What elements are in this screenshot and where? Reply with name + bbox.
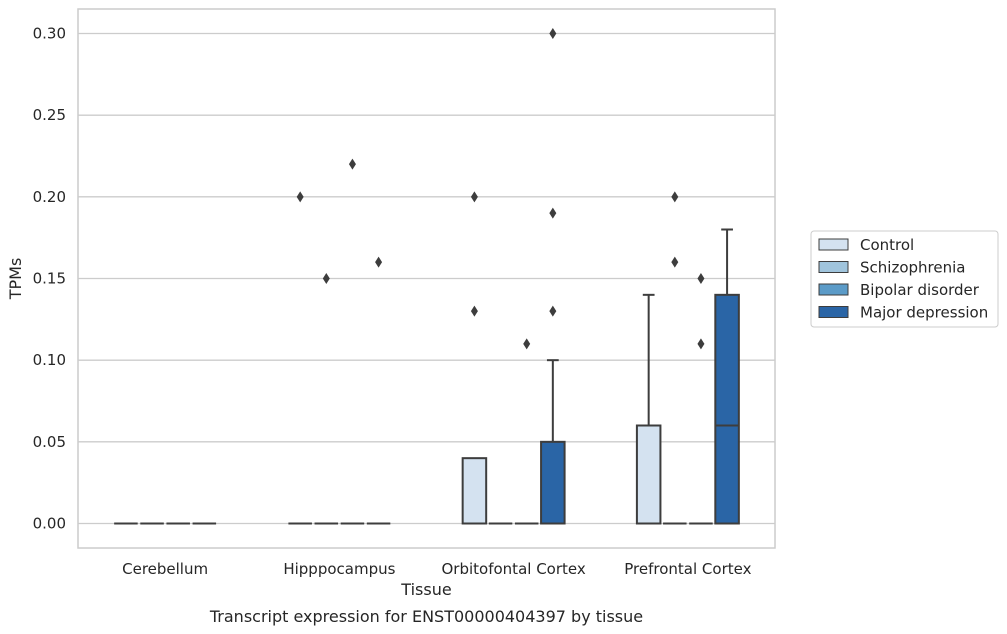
x-tick-label: Cerebellum	[122, 560, 208, 578]
legend-label: Control	[860, 236, 914, 254]
box-body	[635, 424, 662, 525]
legend-label: Bipolar disorder	[860, 281, 980, 299]
box-1-3	[663, 191, 687, 525]
x-axis-title: Tissue	[400, 580, 451, 599]
legend-frame	[810, 230, 999, 328]
box-2-2	[514, 338, 539, 525]
box-body	[540, 440, 566, 525]
legend-swatch	[818, 261, 849, 273]
boxes	[114, 28, 740, 525]
legend: Control Schizophrenia Bipolar disorder Majo…	[810, 230, 999, 328]
outlier-marker	[348, 158, 356, 170]
box-0-3	[635, 293, 662, 525]
outlier-marker	[549, 207, 557, 219]
x-tick-label: Hipppocampus	[283, 560, 395, 578]
outlier-marker	[549, 28, 557, 39]
y-tick-label: 0.25	[33, 106, 66, 124]
grid-lines	[78, 32, 775, 525]
outlier-marker	[322, 273, 330, 284]
legend-swatch	[818, 306, 849, 318]
plot-area-frame	[77, 8, 776, 549]
outlier-marker	[470, 305, 478, 317]
outlier-marker	[671, 191, 679, 203]
y-tick-label: 0.05	[33, 433, 66, 451]
outlier-marker	[375, 256, 383, 268]
y-axis-title: TPMs	[6, 258, 25, 301]
box-2-3	[689, 273, 713, 525]
x-tick-label: Orbitofontal Cortex	[442, 560, 586, 578]
outlier-marker	[697, 338, 705, 350]
box-body	[461, 457, 488, 525]
box-3-1	[366, 256, 391, 525]
y-tick-label: 0.30	[33, 25, 66, 43]
legend-swatch	[818, 238, 849, 251]
box-3-3	[714, 228, 740, 525]
box-0-2	[461, 191, 488, 525]
outlier-marker	[671, 256, 679, 268]
y-tick-label: 0.20	[33, 188, 66, 206]
y-tick-label: 0.10	[33, 351, 66, 369]
chart-caption: Transcript expression for ENST0000040439…	[209, 607, 643, 626]
x-tick-label: Prefrontal Cortex	[624, 560, 751, 578]
outlier-marker	[470, 191, 478, 203]
x-axis-ticks: Cerebellum Hipppocampus Orbitofontal Corte…	[122, 560, 751, 578]
outlier-marker	[697, 273, 705, 284]
box-body	[714, 293, 740, 525]
box-2-1	[340, 158, 365, 525]
y-tick-label: 0.15	[33, 270, 66, 288]
legend-label: Major depression	[860, 304, 988, 322]
legend-label: Schizophrenia	[860, 259, 965, 277]
box-3-2	[540, 28, 566, 525]
y-tick-label: 0.00	[33, 515, 66, 533]
legend-swatch	[818, 283, 849, 296]
outlier-marker	[523, 338, 531, 350]
outlier-marker	[296, 191, 304, 203]
outlier-marker	[549, 305, 557, 317]
y-axis-ticks: 0.00 0.05 0.10 0.15 0.20 0.25 0.30	[33, 25, 66, 533]
box-0-1	[288, 191, 312, 525]
box-1-1	[314, 273, 339, 525]
